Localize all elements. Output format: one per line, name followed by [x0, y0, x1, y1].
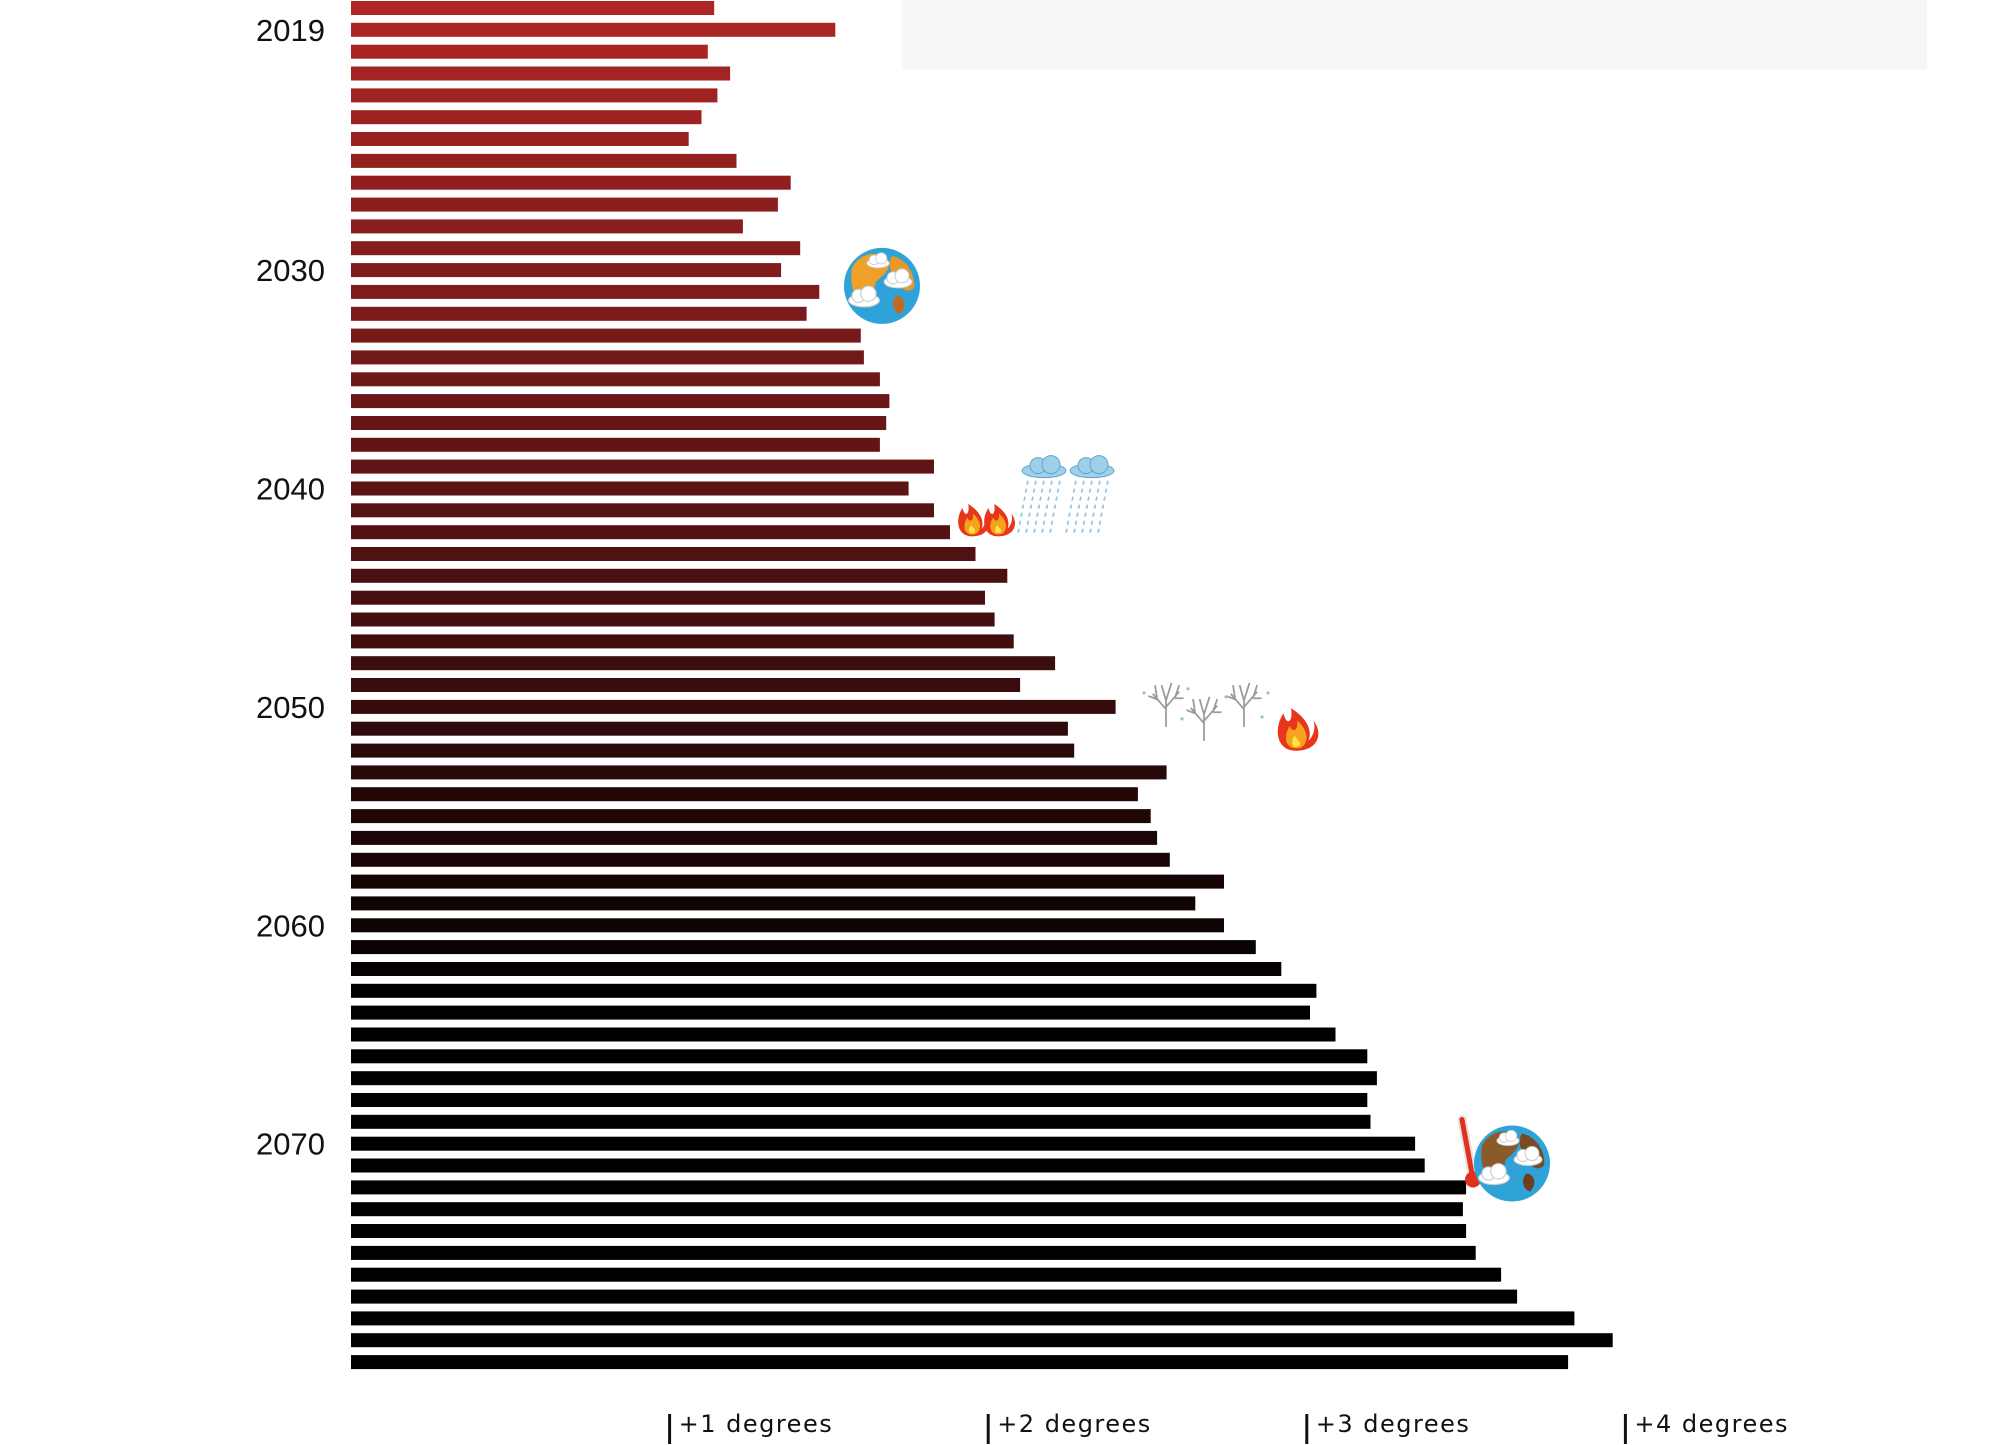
bar-2054	[351, 787, 1138, 802]
bar-2059	[351, 896, 1196, 911]
bar-2030	[351, 263, 782, 278]
x-tick-label: +3 degrees	[1316, 1410, 1471, 1438]
bar-2053	[351, 765, 1167, 780]
bar-2043	[351, 547, 976, 561]
year-label: 2070	[256, 1127, 325, 1162]
wildfire-icon	[958, 504, 1016, 537]
bar-2065	[351, 1027, 1336, 1042]
bar-2032	[351, 306, 807, 321]
bar-2058	[351, 874, 1224, 889]
bar-2029	[351, 241, 801, 256]
bar-2072	[351, 1180, 1467, 1195]
bar-2073	[351, 1202, 1463, 1217]
bar-2042	[351, 525, 950, 540]
bar-2038	[351, 437, 880, 452]
bar-2080	[351, 1355, 1569, 1370]
bar-2068	[351, 1093, 1368, 1107]
year-label: 2019	[256, 13, 325, 48]
bar-2024	[351, 132, 689, 146]
year-label: 2060	[256, 908, 325, 943]
bar-2051	[351, 721, 1068, 736]
wildfire-icon	[1277, 708, 1319, 751]
bar-2050	[351, 699, 1116, 714]
bar-2067	[351, 1071, 1377, 1086]
bar-2034	[351, 350, 864, 365]
bar-2040	[351, 481, 909, 496]
bar-2071	[351, 1158, 1425, 1173]
bar-2062	[351, 962, 1282, 976]
bar-2045	[351, 590, 985, 605]
bar-2066	[351, 1049, 1368, 1064]
bar-2026	[351, 175, 791, 190]
rain-cloud-icon	[1017, 455, 1115, 533]
bar-2074	[351, 1224, 1467, 1238]
bar-2060	[351, 918, 1224, 933]
bar-2046	[351, 612, 995, 627]
bar-2079	[351, 1333, 1613, 1348]
bar-2022	[351, 88, 718, 103]
climate-icons	[844, 247, 1550, 1202]
bar-2064	[351, 1005, 1310, 1020]
x-tick-label: +4 degrees	[1634, 1410, 1789, 1438]
bar-2076	[351, 1267, 1502, 1282]
bar-2044	[351, 568, 1008, 583]
bar-2052	[351, 743, 1075, 758]
bar-2061	[351, 940, 1256, 955]
bar-series	[351, 1, 1613, 1370]
bar-2047	[351, 634, 1014, 649]
bar-2018	[351, 1, 715, 15]
year-label: 2030	[256, 253, 325, 288]
year-label: 2040	[256, 472, 325, 507]
top-panel	[902, 0, 1927, 70]
bar-2028	[351, 219, 743, 234]
bar-2039	[351, 459, 934, 474]
earth-icon	[844, 247, 920, 324]
bar-2077	[351, 1289, 1518, 1304]
bar-2048	[351, 656, 1056, 671]
bar-2020	[351, 44, 708, 59]
bar-2035	[351, 372, 880, 387]
bar-2070	[351, 1136, 1416, 1151]
x-tick-label: +2 degrees	[997, 1410, 1152, 1438]
bar-2036	[351, 394, 890, 409]
year-axis: 2019 2030 2040 2050 2060 2070	[256, 13, 325, 1162]
bar-2057	[351, 852, 1170, 867]
bar-2078	[351, 1311, 1575, 1326]
bar-2019	[351, 22, 836, 37]
bar-2023	[351, 110, 702, 125]
bar-2041	[351, 503, 934, 518]
bar-2069	[351, 1114, 1371, 1129]
bar-2025	[351, 153, 737, 168]
bar-2049	[351, 678, 1021, 692]
bar-2037	[351, 416, 887, 430]
bar-2056	[351, 830, 1158, 845]
bar-2033	[351, 328, 861, 343]
bar-2063	[351, 983, 1317, 998]
degree-axis: +1 degrees +2 degrees +3 degrees +4 degrees	[668, 1410, 1789, 1444]
bar-2021	[351, 66, 731, 81]
bar-2075	[351, 1245, 1476, 1260]
x-tick-label: +1 degrees	[679, 1410, 834, 1438]
frozen-trees-icon	[1142, 682, 1270, 741]
bar-2055	[351, 809, 1151, 824]
year-label: 2050	[256, 690, 325, 725]
bar-2031	[351, 284, 820, 299]
bar-2027	[351, 197, 778, 212]
hot-earth-icon	[1474, 1125, 1550, 1202]
